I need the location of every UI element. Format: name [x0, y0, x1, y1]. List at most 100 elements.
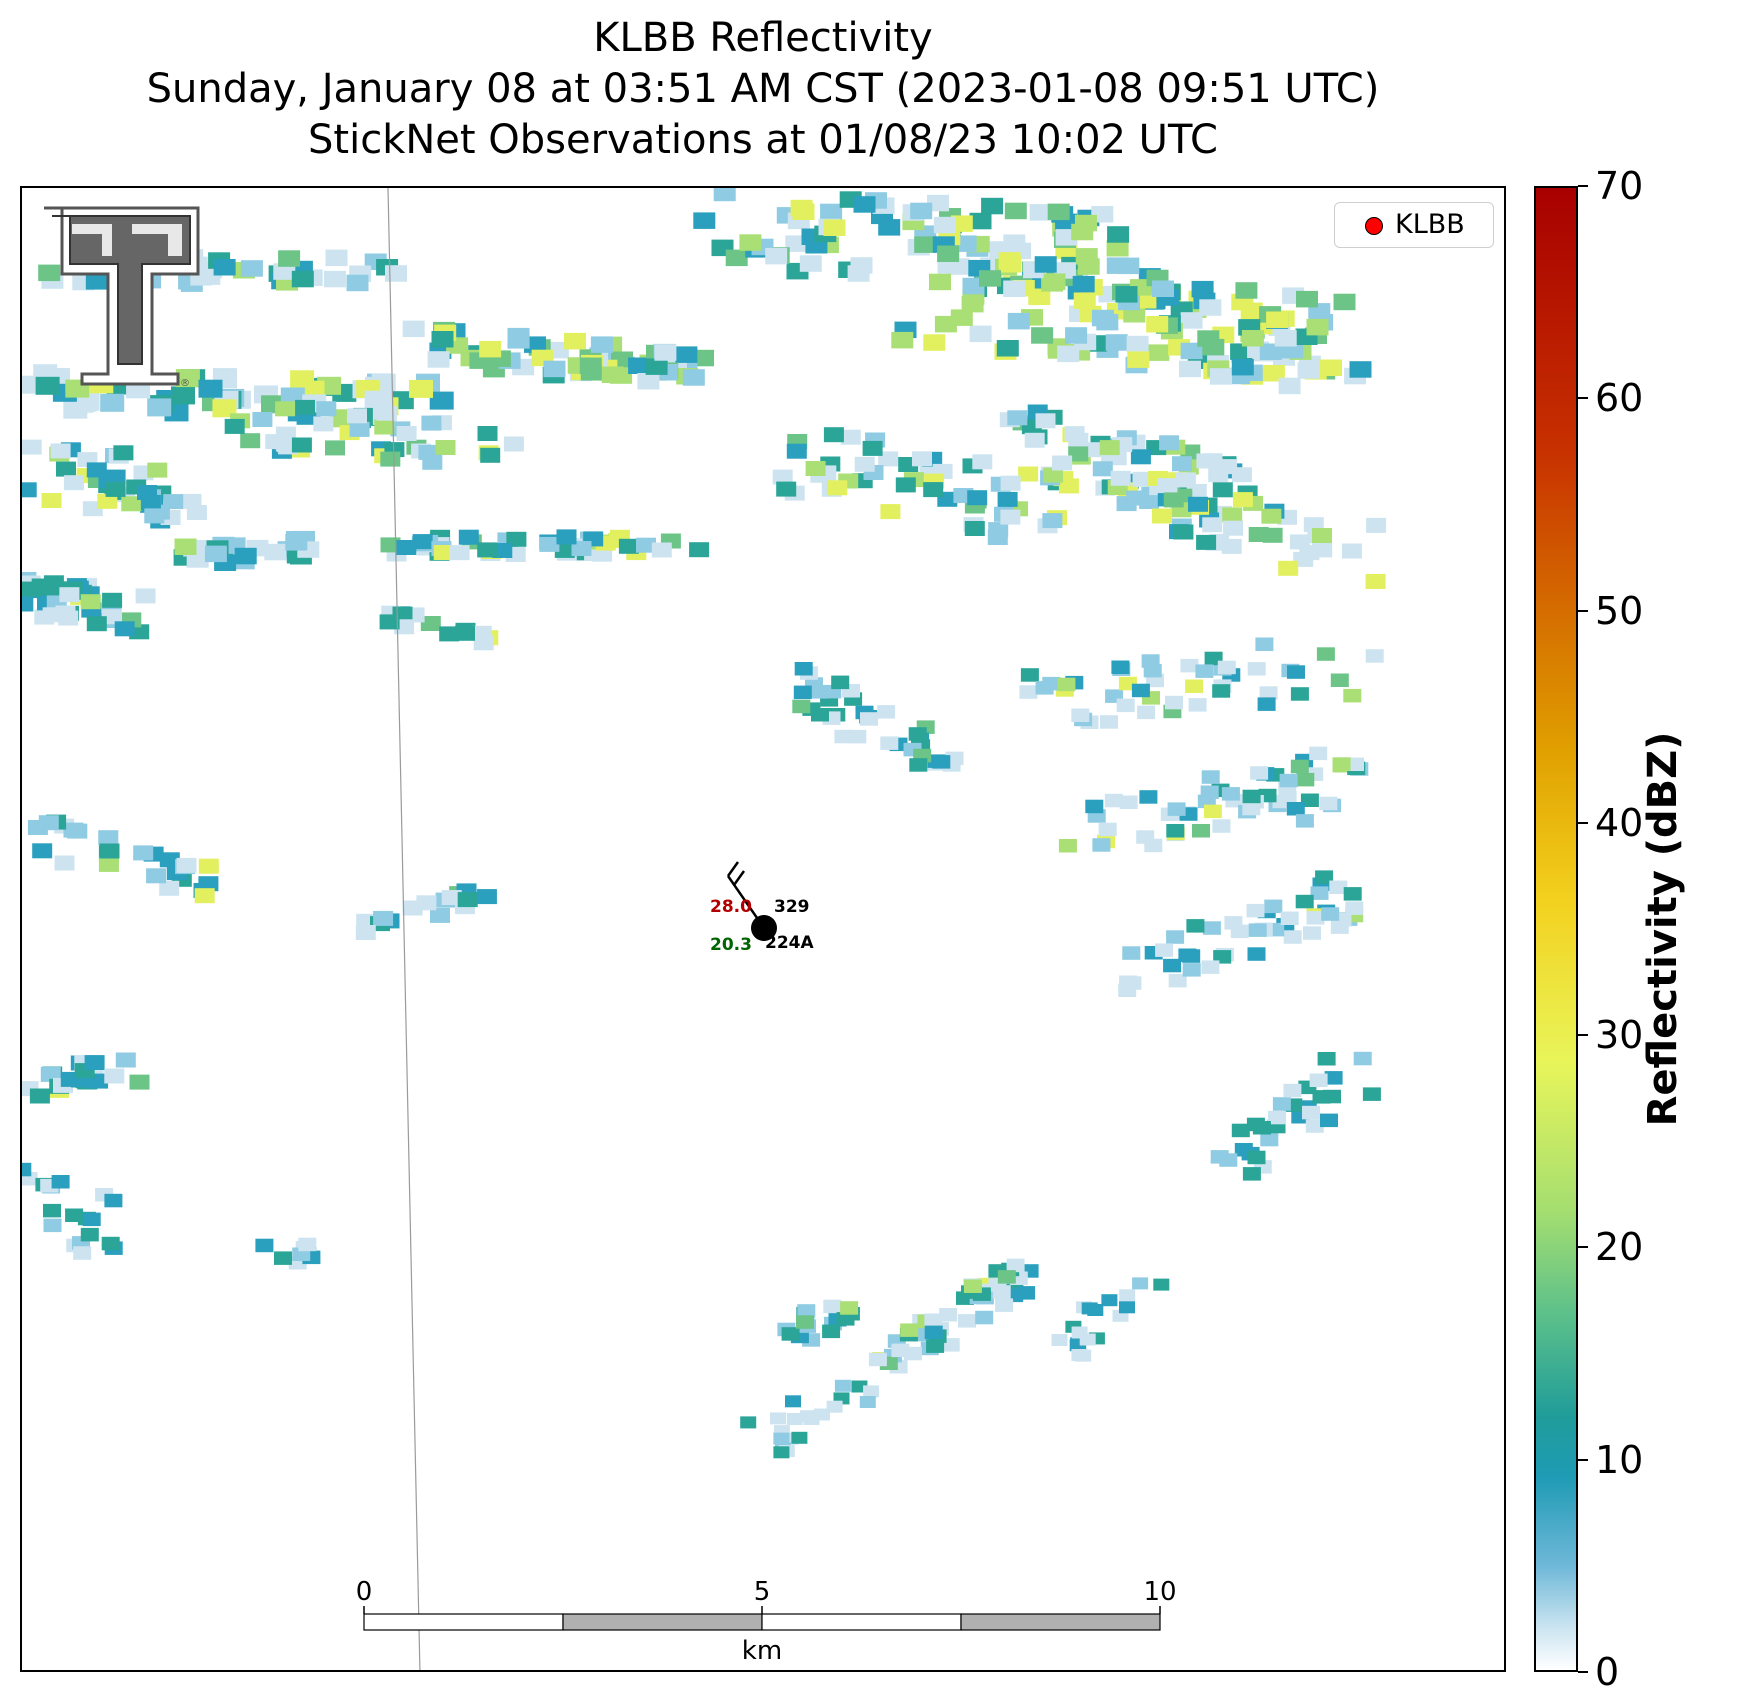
reflectivity-cell	[59, 587, 80, 603]
reflectivity-cell	[1280, 911, 1299, 925]
reflectivity-cell	[1261, 508, 1282, 524]
reflectivity-cell	[1111, 660, 1130, 674]
reflectivity-cell	[480, 447, 501, 463]
reflectivity-cell	[579, 357, 602, 375]
reflectivity-cell	[1201, 770, 1220, 784]
reflectivity-cell	[22, 482, 37, 498]
reflectivity-cell	[1172, 456, 1192, 472]
reflectivity-cell	[380, 451, 401, 467]
reflectivity-cell	[63, 475, 84, 491]
reflectivity-cell	[22, 1162, 32, 1177]
reflectivity-cell	[67, 823, 88, 839]
reflectivity-cell	[929, 273, 951, 291]
reflectivity-cell	[1071, 1326, 1088, 1339]
reflectivity-cell	[1085, 799, 1104, 814]
reflectivity-cell	[433, 545, 454, 560]
reflectivity-cell	[274, 1251, 292, 1265]
reflectivity-cell	[950, 215, 973, 232]
reflectivity-cell	[275, 401, 296, 417]
reflectivity-cell	[1278, 560, 1299, 576]
reflectivity-cell	[43, 575, 64, 591]
reflectivity-cell	[374, 419, 395, 435]
reflectivity-cell	[739, 234, 762, 251]
reflectivity-cell	[420, 616, 441, 631]
reflectivity-cell	[85, 273, 108, 290]
reflectivity-cell	[1274, 330, 1297, 347]
reflectivity-cell	[1221, 538, 1242, 554]
chart-subtitle-obs: StickNet Observations at 01/08/23 10:02 …	[308, 117, 1218, 163]
reflectivity-cell	[1178, 948, 1197, 962]
reflectivity-cell	[998, 252, 1021, 269]
reflectivity-cell	[102, 592, 123, 608]
reflectivity-cell	[38, 815, 59, 831]
reflectivity-cell	[773, 1432, 790, 1445]
reflectivity-cell	[645, 358, 668, 375]
reflectivity-cell	[55, 605, 76, 621]
reflectivity-cell	[97, 493, 118, 509]
reflectivity-cell	[1127, 351, 1150, 368]
reflectivity-cell	[43, 1218, 62, 1233]
reflectivity-cell	[794, 662, 813, 676]
reflectivity-cell	[840, 429, 861, 445]
reflectivity-cell	[1295, 894, 1314, 909]
reflectivity-cell	[1349, 361, 1372, 378]
reflectivity-cell	[291, 437, 312, 453]
reflectivity-cell	[1003, 280, 1026, 297]
reflectivity-cell	[979, 270, 1001, 287]
reflectivity-cell	[1017, 1286, 1036, 1300]
reflectivity-cell	[1365, 574, 1386, 589]
reflectivity-cell	[1163, 492, 1184, 508]
reflectivity-cell	[1119, 1289, 1136, 1302]
reflectivity-cell	[848, 729, 867, 744]
reflectivity-cell	[1007, 312, 1030, 330]
reflectivity-cell	[35, 376, 60, 395]
reflectivity-cell	[1186, 919, 1205, 933]
reflectivity-cell	[1057, 677, 1076, 692]
reflectivity-cell	[1018, 466, 1039, 482]
reflectivity-cell	[895, 477, 916, 493]
reflectivity-cell	[175, 369, 200, 388]
reflectivity-cell	[82, 1212, 101, 1227]
reflectivity-cell	[1042, 513, 1063, 529]
radar-map[interactable]: ® 28.0 329 20.3 224A 0 5 10 km	[20, 186, 1506, 1672]
colorbar-tick	[1578, 1671, 1588, 1673]
reflectivity-cell	[422, 454, 443, 470]
reflectivity-cell	[1175, 472, 1196, 488]
reflectivity-cell	[975, 1310, 994, 1325]
reflectivity-cell	[373, 910, 394, 926]
reflectivity-cell	[1126, 335, 1149, 353]
reflectivity-cell	[792, 699, 811, 714]
reflectivity-cell	[98, 830, 119, 846]
reflectivity-cell	[323, 270, 346, 288]
reflectivity-cell	[1020, 668, 1039, 682]
reflectivity-cell	[98, 856, 119, 872]
reflectivity-cell	[240, 260, 263, 277]
reflectivity-cell	[826, 1400, 843, 1413]
reflectivity-cell	[571, 541, 592, 556]
reflectivity-cell	[1188, 698, 1207, 712]
reflectivity-cell	[1317, 1052, 1336, 1066]
reflectivity-cell	[1223, 520, 1244, 536]
reflectivity-cell	[43, 1203, 61, 1218]
station-id: 224A	[765, 933, 814, 953]
reflectivity-cell	[379, 614, 400, 630]
colorbar-tick	[1578, 1458, 1588, 1461]
reflectivity-cell	[868, 1352, 887, 1367]
reflectivity-cell	[878, 451, 899, 467]
reflectivity-cell	[1279, 773, 1298, 788]
reflectivity-cell	[1212, 819, 1231, 833]
reflectivity-cell	[1309, 1073, 1328, 1087]
reflectivity-cell	[1295, 814, 1314, 828]
reflectivity-cell	[104, 1068, 125, 1084]
reflectivity-cell	[1029, 204, 1052, 221]
reflectivity-cell	[65, 1208, 84, 1222]
reflectivity-cell	[796, 1315, 814, 1329]
reflectivity-cell	[1131, 683, 1150, 698]
reflectivity-cell	[1268, 1110, 1286, 1125]
svg-text:®: ®	[180, 378, 190, 389]
reflectivity-cell	[1165, 695, 1183, 710]
sticknet-station-plot[interactable]: 28.0 329 20.3 224A	[710, 861, 814, 955]
reflectivity-cell	[908, 727, 927, 741]
reflectivity-cell	[104, 1193, 123, 1208]
reflectivity-cell	[441, 890, 462, 905]
